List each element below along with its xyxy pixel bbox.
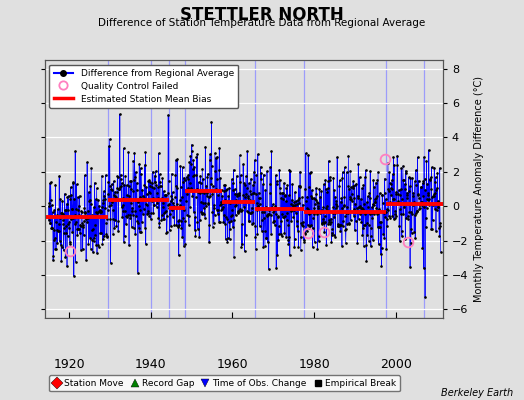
Legend: Station Move, Record Gap, Time of Obs. Change, Empirical Break: Station Move, Record Gap, Time of Obs. C… bbox=[49, 375, 400, 392]
Text: Difference of Station Temperature Data from Regional Average: Difference of Station Temperature Data f… bbox=[99, 18, 425, 28]
Text: Berkeley Earth: Berkeley Earth bbox=[441, 388, 514, 398]
Legend: Difference from Regional Average, Quality Control Failed, Estimated Station Mean: Difference from Regional Average, Qualit… bbox=[49, 64, 238, 108]
Y-axis label: Monthly Temperature Anomaly Difference (°C): Monthly Temperature Anomaly Difference (… bbox=[474, 76, 484, 302]
Text: STETTLER NORTH: STETTLER NORTH bbox=[180, 6, 344, 24]
